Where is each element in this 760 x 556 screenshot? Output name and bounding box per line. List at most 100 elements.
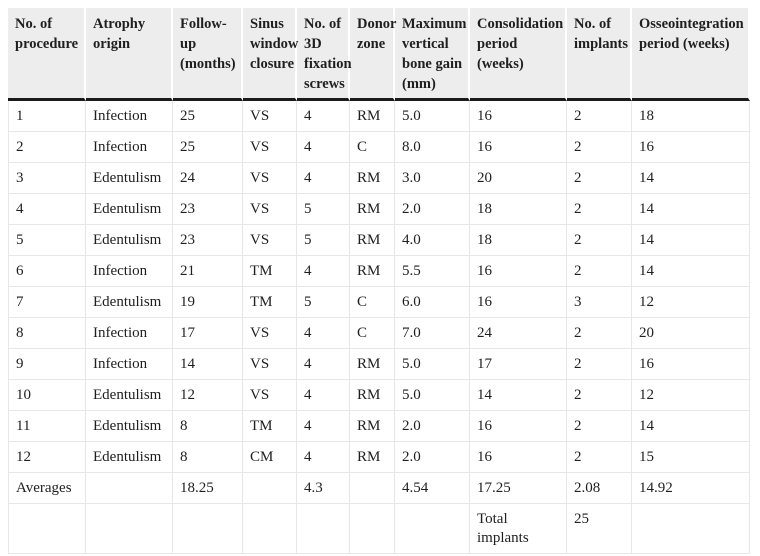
- table-cell: RM: [350, 256, 395, 287]
- table-cell: [395, 504, 470, 554]
- table-cell: 14: [173, 349, 243, 380]
- table-cell: 2: [567, 318, 632, 349]
- table-cell: 3.0: [395, 163, 470, 194]
- table-cell: 25: [173, 132, 243, 163]
- table-cell: 2: [567, 256, 632, 287]
- table-cell: 4: [297, 101, 350, 132]
- table-cell: Infection: [86, 256, 173, 287]
- table-cell: 16: [470, 287, 567, 318]
- table-cell: 4.3: [297, 473, 350, 504]
- table-cell: Edentulism: [86, 411, 173, 442]
- table-cell: [632, 504, 750, 554]
- table-row: 6 Infection 21 TM 4 RM 5.5 16 2 14: [8, 256, 750, 287]
- table-cell: 4: [297, 256, 350, 287]
- column-header: Maximum vertical bone gain (mm): [395, 8, 470, 101]
- table-row: 1 Infection 25 VS 4 RM 5.0 16 2 18: [8, 101, 750, 132]
- table-row: 4 Edentulism 23 VS 5 RM 2.0 18 2 14: [8, 194, 750, 225]
- table-cell: 18.25: [173, 473, 243, 504]
- table-cell: Total implants: [470, 504, 567, 554]
- table-cell: 14: [632, 256, 750, 287]
- table-cell: 19: [173, 287, 243, 318]
- table-cell: 17: [173, 318, 243, 349]
- table-row: 11 Edentulism 8 TM 4 RM 2.0 16 2 14: [8, 411, 750, 442]
- table-cell: [243, 473, 297, 504]
- column-header: Osseointegration period (weeks): [632, 8, 750, 101]
- table-row: 10 Edentulism 12 VS 4 RM 5.0 14 2 12: [8, 380, 750, 411]
- table-cell: 15: [632, 442, 750, 473]
- procedures-table: No. of procedure Atrophy origin Follow-up …: [8, 8, 750, 554]
- table-cell: 8: [8, 318, 86, 349]
- table-cell: 16: [632, 349, 750, 380]
- table-cell: 25: [173, 101, 243, 132]
- table-cell: 2: [567, 442, 632, 473]
- table-cell: Edentulism: [86, 442, 173, 473]
- table-cell: VS: [243, 194, 297, 225]
- table-row: 3 Edentulism 24 VS 4 RM 3.0 20 2 14: [8, 163, 750, 194]
- table-cell: Averages: [8, 473, 86, 504]
- table-cell: 2.0: [395, 411, 470, 442]
- table-cell: Infection: [86, 101, 173, 132]
- table-cell: 10: [8, 380, 86, 411]
- table-cell: 2: [567, 132, 632, 163]
- table-cell: 8.0: [395, 132, 470, 163]
- table-cell: 14: [632, 225, 750, 256]
- table-cell: 16: [470, 256, 567, 287]
- table-cell: 5: [8, 225, 86, 256]
- table-cell: 5.5: [395, 256, 470, 287]
- table-cell: VS: [243, 318, 297, 349]
- table-cell: 6.0: [395, 287, 470, 318]
- table-cell: 12: [632, 287, 750, 318]
- table-cell: 4: [297, 380, 350, 411]
- table-cell: 1: [8, 101, 86, 132]
- table-cell: 14: [470, 380, 567, 411]
- table-cell: 16: [470, 442, 567, 473]
- table-cell: VS: [243, 225, 297, 256]
- table-cell: 2: [567, 349, 632, 380]
- table-cell: VS: [243, 380, 297, 411]
- table-cell: 24: [173, 163, 243, 194]
- table-row: 5 Edentulism 23 VS 5 RM 4.0 18 2 14: [8, 225, 750, 256]
- table-cell: 4.54: [395, 473, 470, 504]
- table-cell: 17.25: [470, 473, 567, 504]
- table-cell: C: [350, 132, 395, 163]
- table-cell: 6: [8, 256, 86, 287]
- table-cell: 7: [8, 287, 86, 318]
- table-cell: Infection: [86, 132, 173, 163]
- table-cell: TM: [243, 411, 297, 442]
- table-cell: Edentulism: [86, 225, 173, 256]
- table-cell: 2: [567, 194, 632, 225]
- table-cell: 5: [297, 287, 350, 318]
- table-cell: 5.0: [395, 380, 470, 411]
- table-cell: 25: [567, 504, 632, 554]
- table-cell: RM: [350, 194, 395, 225]
- table-row: 7 Edentulism 19 TM 5 C 6.0 16 3 12: [8, 287, 750, 318]
- table-cell: VS: [243, 101, 297, 132]
- table-cell: 23: [173, 194, 243, 225]
- table-cell: 4.0: [395, 225, 470, 256]
- table-cell: VS: [243, 132, 297, 163]
- table-cell: C: [350, 287, 395, 318]
- table-cell: [297, 504, 350, 554]
- table-cell: 8: [173, 411, 243, 442]
- column-header: No. of implants: [567, 8, 632, 101]
- table-cell: 2: [567, 411, 632, 442]
- table-cell: 12: [8, 442, 86, 473]
- table-cell: 18: [632, 101, 750, 132]
- table-cell: 16: [470, 132, 567, 163]
- procedures-table-container: No. of procedure Atrophy origin Follow-up …: [8, 8, 750, 554]
- table-header: No. of procedure Atrophy origin Follow-up …: [8, 8, 750, 101]
- table-cell: VS: [243, 349, 297, 380]
- table-row: Total implants 25: [8, 504, 750, 554]
- table-cell: 12: [173, 380, 243, 411]
- table-cell: 21: [173, 256, 243, 287]
- table-cell: 2: [567, 225, 632, 256]
- column-header: Follow-up (months): [173, 8, 243, 101]
- table-cell: [350, 473, 395, 504]
- table-cell: 4: [297, 318, 350, 349]
- table-cell: 4: [8, 194, 86, 225]
- table-cell: [350, 504, 395, 554]
- table-cell: 17: [470, 349, 567, 380]
- table-cell: Infection: [86, 349, 173, 380]
- table-cell: 2: [8, 132, 86, 163]
- table-cell: 4: [297, 163, 350, 194]
